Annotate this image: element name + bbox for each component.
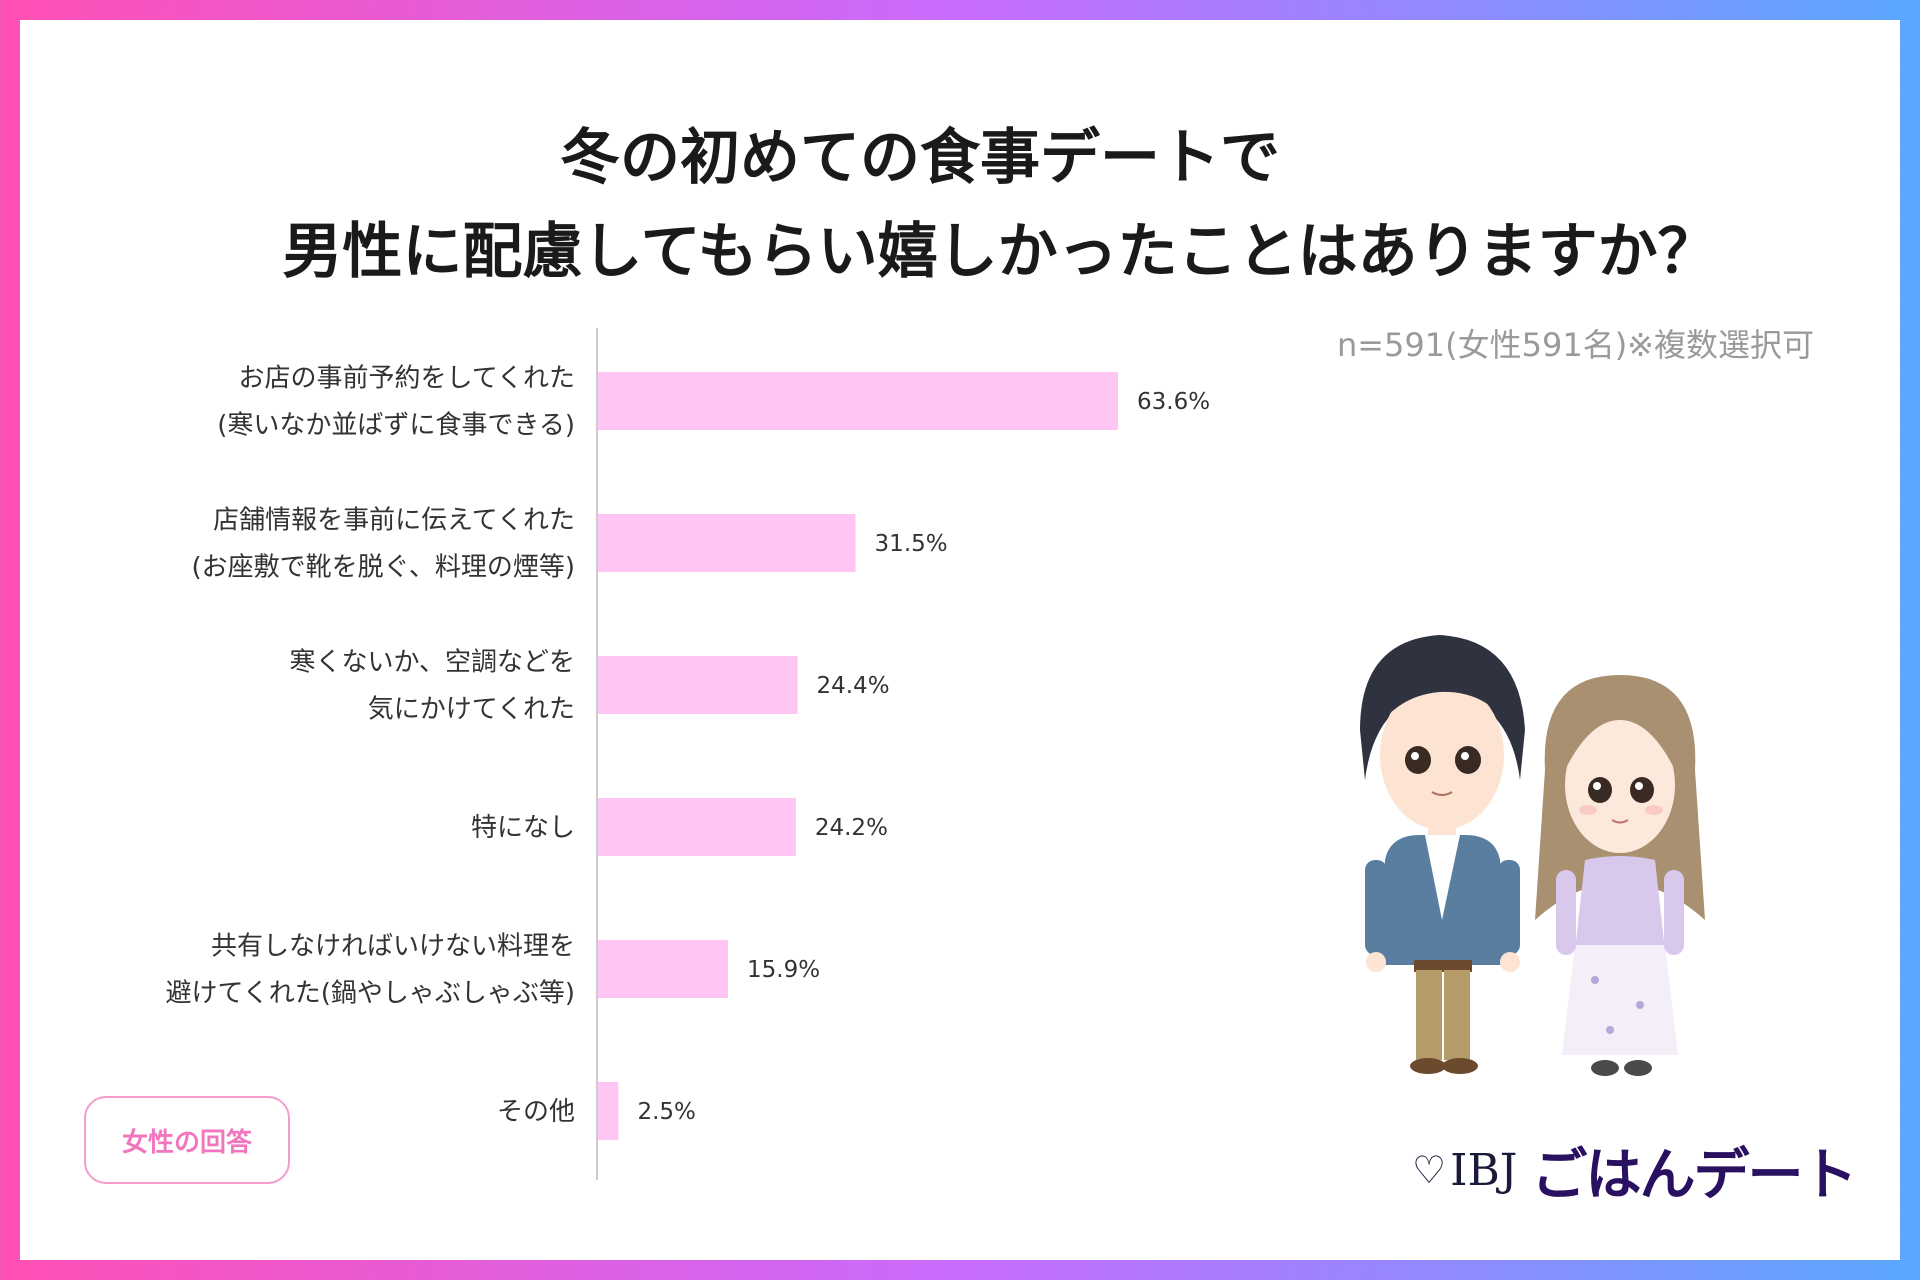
category-label-3-0: 特になし [471,813,575,843]
value-label-3: 24.2% [815,815,888,841]
brand-logo: ♡ IBJ ごはんデート [1412,1130,1857,1210]
chart-title-line2: 男性に配慮してもらい嬉しかったことはありますか？ [282,217,1718,287]
category-label-2-1: 気にかけてくれた [368,695,575,725]
gohan-date-logo: ごはんデート [1531,1142,1857,1208]
chart-title-line1: 冬の初めての食事デートで [560,123,1280,193]
ibj-text: IBJ [1450,1144,1518,1196]
ibj-logo: ♡ IBJ [1412,1145,1517,1196]
category-label-4-1: 避けてくれた(鍋やしゃぶしゃぶ等) [165,979,575,1009]
man-figure [1360,635,1525,1074]
category-label-0-1: (寒いなか並ばずに食事できる) [217,411,575,441]
bar-5 [598,1082,619,1140]
couple-illustration [1360,635,1705,1076]
value-label-1: 31.5% [875,531,948,557]
category-label-4-0: 共有しなければいけない料理を [211,932,575,962]
bar-4 [598,940,728,998]
category-label-1-1: (お座敷で靴を脱ぐ、料理の煙等) [191,553,575,583]
bar-chart: 63.6% お店の事前予約をしてくれた (寒いなか並ばずに食事できる) 31.5% 店舗… [165,328,1210,1180]
value-label-2: 24.4% [816,673,889,699]
chart-card: 冬の初めての食事デートで 男性に配慮してもらい嬉しかったことはありますか？ n=… [20,20,1900,1260]
heart-icon: ♡ [1412,1148,1447,1192]
sample-note: n=591(女性591名)※複数選択可 [1336,326,1814,364]
bar-0 [598,372,1118,430]
value-label-5: 2.5% [637,1099,695,1125]
value-label-4: 15.9% [747,957,820,983]
category-label-5-0: その他 [497,1097,575,1127]
bar-1 [598,514,856,572]
category-label-2-0: 寒くないか、空調などを [290,648,575,678]
category-label-1-0: 店舗情報を事前に伝えてくれた [213,506,575,536]
respondent-badge: 女性の回答 [84,1096,290,1184]
bar-2 [598,656,798,714]
woman-figure [1535,675,1705,1076]
category-label-0-0: お店の事前予約をしてくれた [239,364,575,394]
value-label-0: 63.6% [1137,389,1210,415]
bar-3 [598,798,796,856]
